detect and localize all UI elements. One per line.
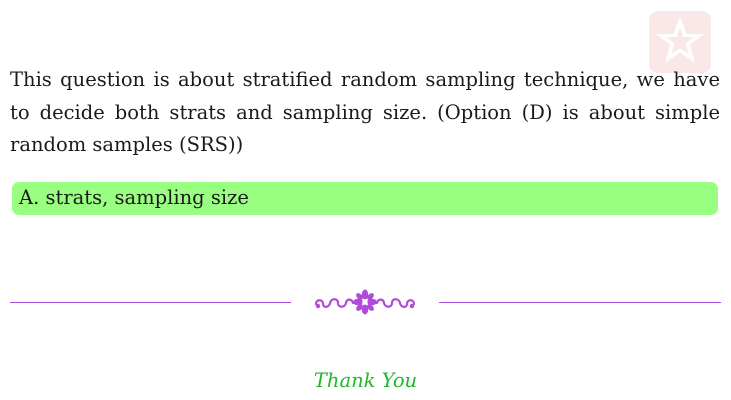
floral-flourish-icon [314,289,416,315]
watermark-logo-icon [649,11,711,73]
divider-line-right [439,302,721,303]
thank-you-text: Thank You [313,369,418,392]
divider-line-left [10,302,291,303]
correct-answer-box: A. strats, sampling size [12,182,718,215]
explanation-text: This question is about stratified random… [10,68,720,156]
